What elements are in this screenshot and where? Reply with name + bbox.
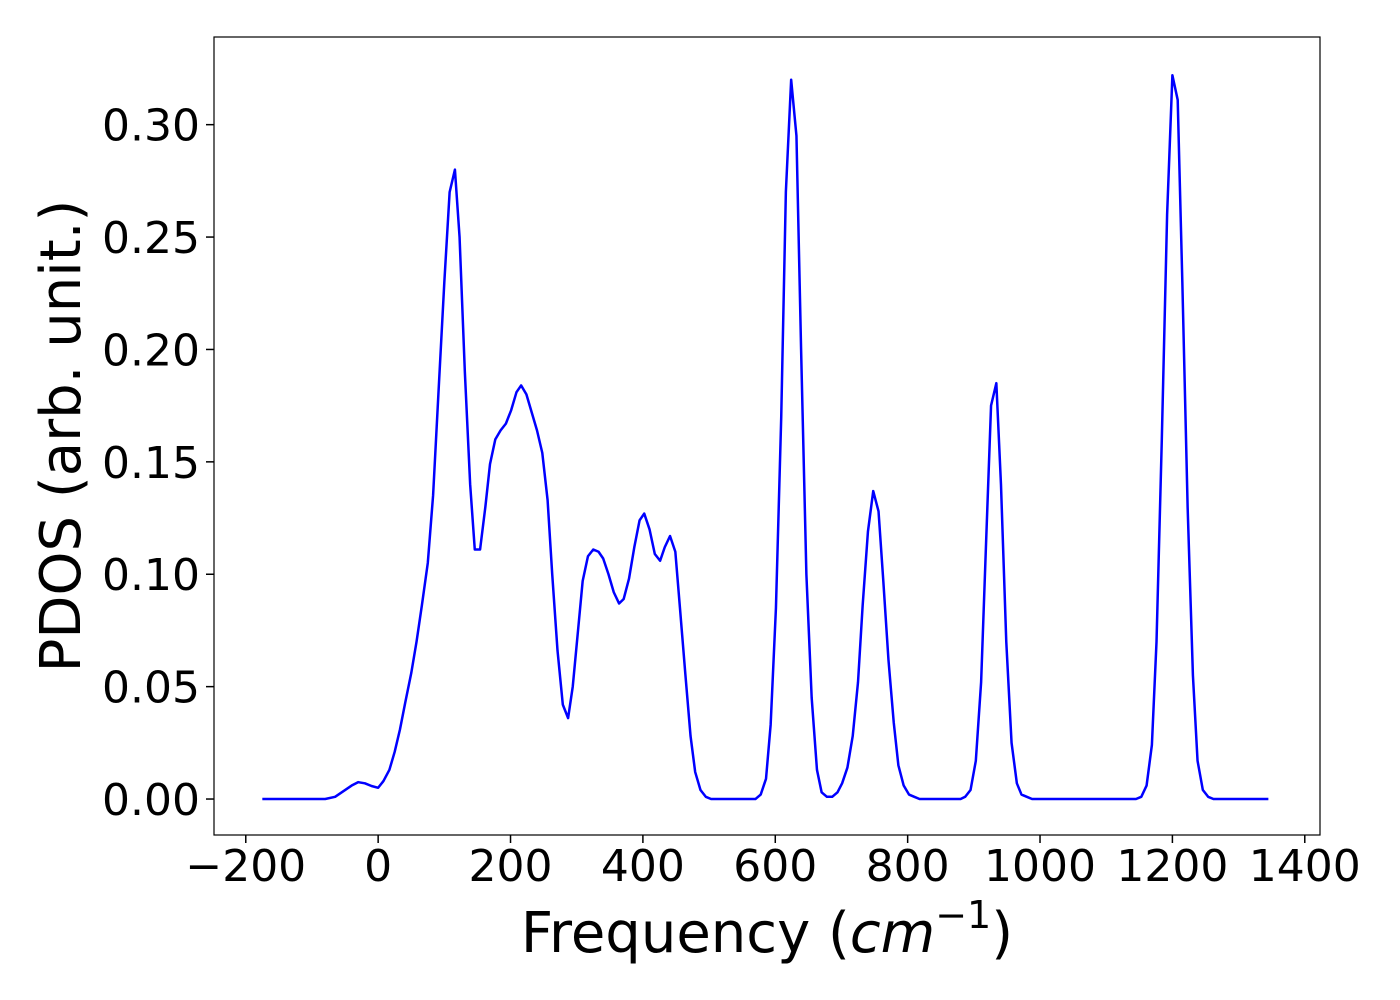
- y-tick-label: 0.15: [102, 438, 200, 489]
- x-label-sup: −1: [935, 893, 991, 937]
- plot-frame: [213, 36, 1321, 836]
- x-tick-label: 0: [364, 841, 392, 892]
- x-tick-label: −200: [185, 841, 306, 892]
- x-axis-label: Frequency (cm−1): [521, 893, 1013, 966]
- y-tick-label: 0.10: [102, 550, 200, 601]
- x-tick-label: 800: [866, 841, 950, 892]
- x-label-text: Frequency (: [521, 901, 850, 966]
- y-tick-label: 0.30: [102, 101, 200, 152]
- y-tick-label: 0.05: [102, 663, 200, 714]
- x-tick-label: 1400: [1249, 841, 1361, 892]
- x-tick-label: 400: [601, 841, 685, 892]
- x-tick-label: 1000: [984, 841, 1096, 892]
- x-label-end: ): [991, 901, 1013, 966]
- x-tick-label: 1200: [1116, 841, 1228, 892]
- x-tick-label: 200: [469, 841, 553, 892]
- pdos-line: [262, 73, 1269, 801]
- y-tick-label: 0.20: [102, 325, 200, 376]
- x-tick-label: 600: [733, 841, 817, 892]
- y-tick-label: 0.00: [102, 775, 200, 826]
- x-label-math: cm: [850, 901, 935, 966]
- y-tick-label: 0.25: [102, 213, 200, 264]
- y-axis-label: PDOS (arb. unit.): [29, 200, 94, 673]
